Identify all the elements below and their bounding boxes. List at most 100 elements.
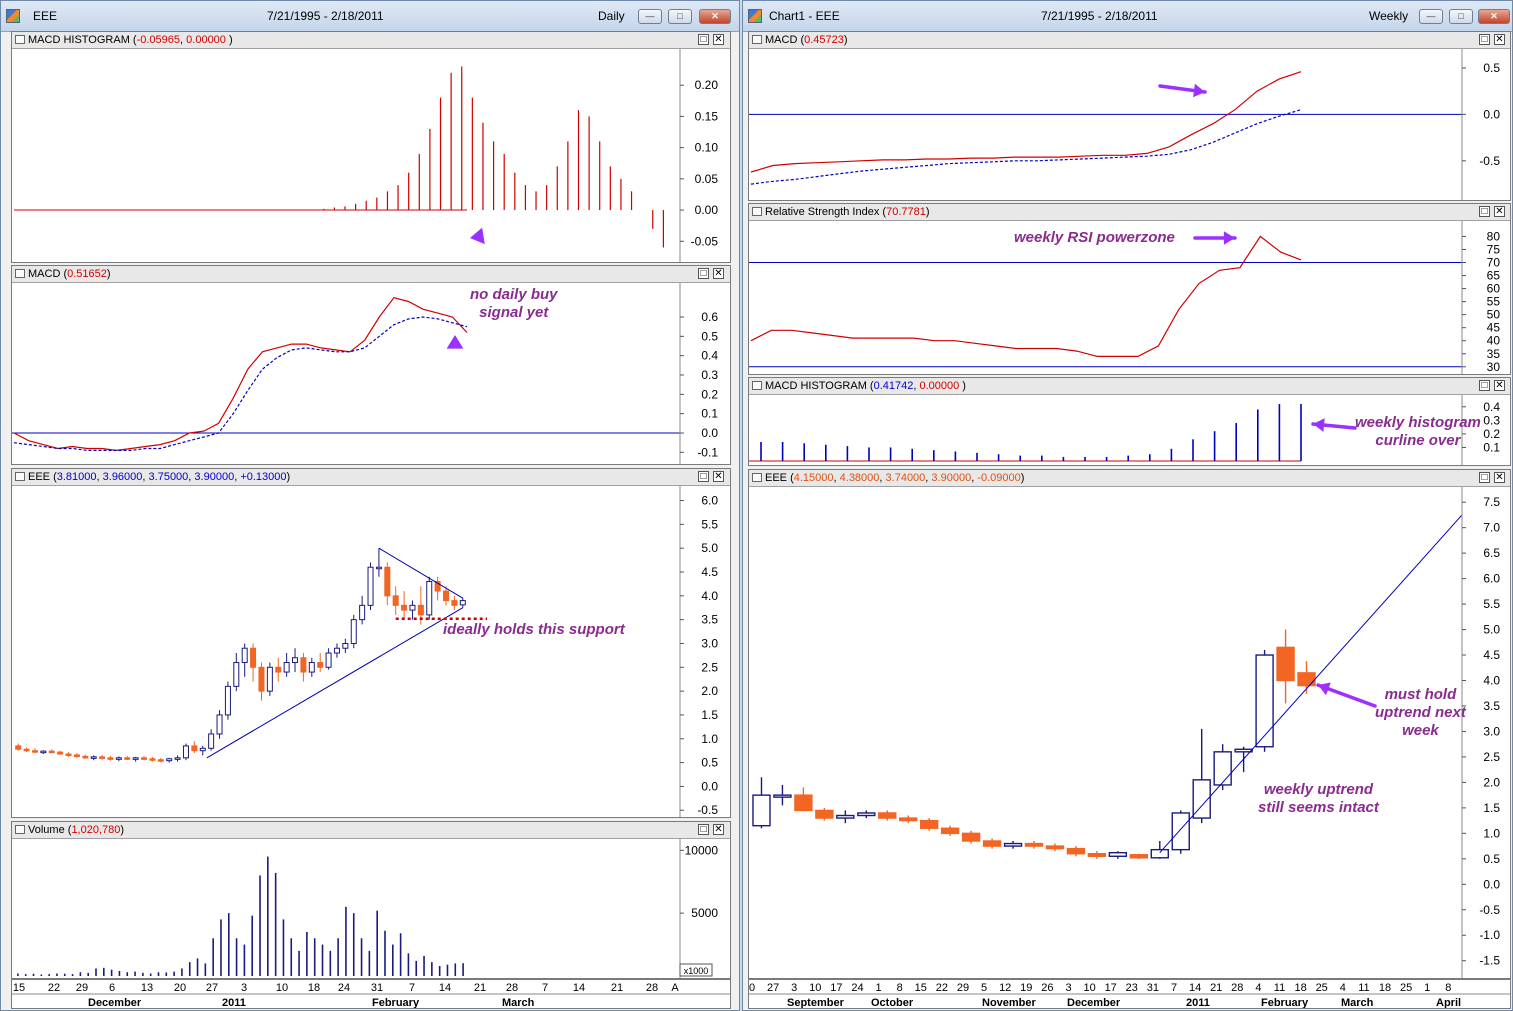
x-day-label: 14 bbox=[439, 982, 451, 994]
candle-body bbox=[191, 745, 198, 752]
candle-body bbox=[216, 714, 223, 735]
restore-icon[interactable]: □ bbox=[668, 9, 692, 24]
left-window-titlebar[interactable]: EEE 7/21/1995 - 2/18/2011 Daily — □ ✕ bbox=[1, 1, 739, 32]
pane-close-icon[interactable]: ✕ bbox=[1494, 472, 1505, 483]
minimize-icon[interactable]: — bbox=[638, 9, 662, 24]
pane-close-icon[interactable]: ✕ bbox=[1494, 34, 1505, 45]
y-tick-label: 65 bbox=[1487, 269, 1501, 283]
pane-value: -0.05965 bbox=[136, 34, 181, 46]
y-tick-label: 40 bbox=[1487, 334, 1501, 348]
pane-label: MACD HISTOGRAM bbox=[28, 34, 130, 46]
y-tick-label: 5.0 bbox=[701, 541, 718, 555]
y-tick-label: -0.05 bbox=[691, 234, 719, 248]
candle-body bbox=[342, 642, 349, 649]
candle-body bbox=[1234, 748, 1253, 753]
y-tick-label: -0.5 bbox=[697, 803, 718, 817]
x-day-label: 0 bbox=[749, 982, 755, 994]
pane-header: MACD (0.51652) bbox=[12, 266, 730, 283]
candle-body bbox=[157, 759, 164, 762]
right-window-titlebar[interactable]: Chart1 - EEE 7/21/1995 - 2/18/2011 Weekl… bbox=[743, 1, 1512, 32]
pane-maximize-icon[interactable]: □ bbox=[1479, 206, 1490, 217]
right-window-period: Weekly bbox=[1369, 9, 1409, 23]
pane-label: EEE bbox=[765, 472, 788, 484]
y-tick-label: -1.5 bbox=[1479, 954, 1500, 968]
pane-icon bbox=[752, 207, 762, 216]
x-day-label: 29 bbox=[76, 982, 88, 994]
pane-value: 3.96000 bbox=[102, 471, 143, 483]
y-tick-label: 0.4 bbox=[701, 349, 718, 363]
y-tick-label: 0.3 bbox=[1483, 413, 1500, 427]
y-tick-label: 50 bbox=[1487, 308, 1501, 322]
pane-maximize-icon[interactable]: □ bbox=[1479, 380, 1490, 391]
pane-header: MACD (0.45723) bbox=[749, 32, 1510, 49]
pane-value: 0.41742 bbox=[873, 380, 914, 392]
candle-body bbox=[961, 832, 981, 842]
x-day-label: 19 bbox=[1020, 982, 1032, 994]
macd-line bbox=[750, 71, 1302, 173]
macd-line bbox=[13, 297, 468, 452]
x-day-label: 23 bbox=[1126, 982, 1138, 994]
pane-maximize-icon[interactable]: □ bbox=[698, 34, 709, 45]
pane-icon bbox=[752, 473, 762, 482]
close-icon[interactable]: ✕ bbox=[699, 9, 731, 24]
candle-body bbox=[367, 566, 374, 606]
pane-close-icon[interactable]: ✕ bbox=[713, 34, 724, 45]
candle-body bbox=[115, 757, 122, 760]
candle-body bbox=[250, 647, 257, 668]
y-tick-label: 3.5 bbox=[1483, 699, 1500, 713]
pane-maximize-icon[interactable]: □ bbox=[698, 824, 709, 835]
y-tick-label: 0.20 bbox=[695, 78, 719, 92]
candle-body bbox=[752, 794, 771, 827]
pane-icon bbox=[15, 269, 25, 278]
pane-close-icon[interactable]: ✕ bbox=[713, 471, 724, 482]
candle-body bbox=[1255, 654, 1274, 748]
restore-icon[interactable]: □ bbox=[1449, 9, 1473, 24]
candle-body bbox=[149, 758, 156, 761]
y-tick-label: 2.5 bbox=[1483, 750, 1500, 764]
candle-body bbox=[426, 581, 433, 616]
candle-body bbox=[333, 647, 340, 654]
pane-close-icon[interactable]: ✕ bbox=[713, 268, 724, 279]
pane-close-icon[interactable]: ✕ bbox=[1494, 206, 1505, 217]
pane-icon bbox=[15, 825, 25, 834]
candle-body bbox=[317, 662, 324, 668]
y-tick-label: 0.3 bbox=[701, 368, 718, 382]
candle-body bbox=[417, 604, 424, 616]
x-month-label: March bbox=[502, 997, 535, 1009]
left-window-title: EEE bbox=[33, 9, 58, 23]
x-day-label: 4 bbox=[1340, 982, 1346, 994]
pane-close-icon[interactable]: ✕ bbox=[713, 824, 724, 835]
candle-body bbox=[1276, 646, 1295, 682]
y-tick-label: 0.4 bbox=[1483, 400, 1500, 414]
pane-label: MACD bbox=[765, 34, 798, 46]
candle-body bbox=[982, 840, 1002, 847]
minimize-icon[interactable]: — bbox=[1419, 9, 1443, 24]
pane-close-icon[interactable]: ✕ bbox=[1494, 380, 1505, 391]
pane-header: MACD HISTOGRAM (-0.05965, 0.00000 ) bbox=[12, 32, 730, 49]
pane-label: Volume bbox=[28, 824, 65, 836]
x-day-label: 1 bbox=[876, 982, 882, 994]
x-month-label: 2011 bbox=[222, 997, 246, 1009]
pane-maximize-icon[interactable]: □ bbox=[1479, 34, 1490, 45]
annotation-must-hold: must hold uptrend next week bbox=[1375, 686, 1466, 739]
pane-maximize-icon[interactable]: □ bbox=[698, 268, 709, 279]
candle-body bbox=[1129, 854, 1149, 859]
x-month-label: April bbox=[1436, 997, 1461, 1009]
close-icon[interactable]: ✕ bbox=[1478, 9, 1510, 24]
y-tick-label: -1.0 bbox=[1479, 928, 1500, 942]
x-day-label: 14 bbox=[1189, 982, 1201, 994]
x-day-label: 1 bbox=[1424, 982, 1430, 994]
candle-body bbox=[384, 566, 391, 597]
y-tick-label: 10000 bbox=[685, 843, 719, 857]
y-tick-label: 3.0 bbox=[701, 636, 718, 650]
x-day-label: 24 bbox=[338, 982, 350, 994]
candle-body bbox=[99, 756, 106, 759]
candle-body bbox=[878, 812, 897, 819]
x-day-label: 29 bbox=[957, 982, 969, 994]
annotation-support: ideally holds this support bbox=[443, 621, 625, 638]
candle-body bbox=[266, 666, 273, 692]
pane-maximize-icon[interactable]: □ bbox=[1479, 472, 1490, 483]
y-tick-label: 2.5 bbox=[701, 660, 718, 674]
candle-body bbox=[1192, 779, 1211, 819]
pane-maximize-icon[interactable]: □ bbox=[698, 471, 709, 482]
